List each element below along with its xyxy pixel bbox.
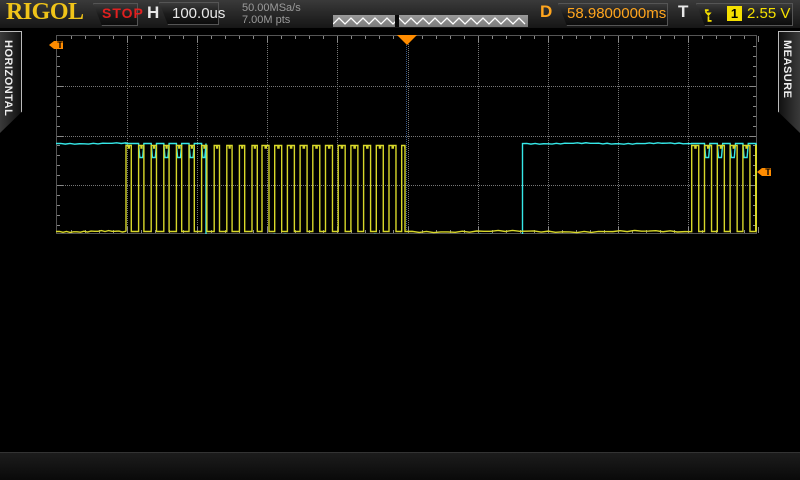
svg-text:T: T — [765, 167, 771, 177]
